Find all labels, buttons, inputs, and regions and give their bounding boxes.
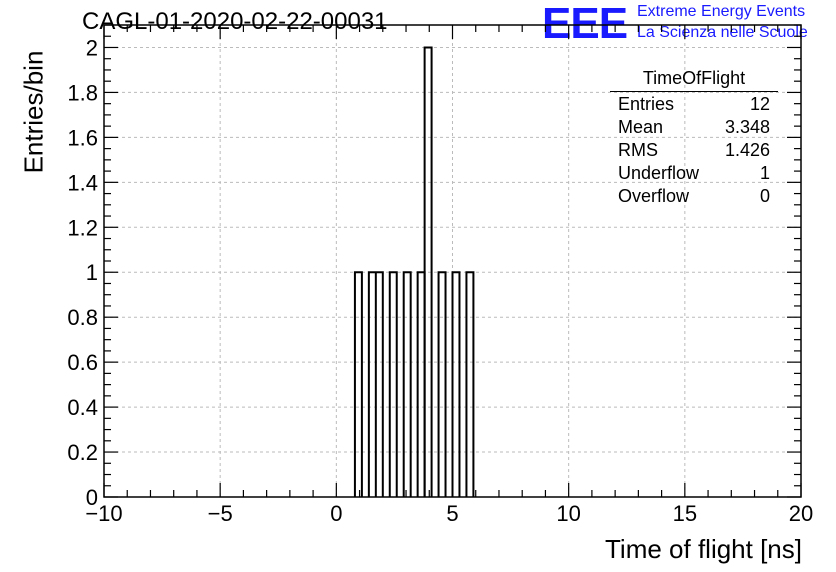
stats-label: Overflow xyxy=(618,186,690,206)
x-tick-label: 0 xyxy=(330,501,342,526)
y-tick-label: 0.2 xyxy=(67,440,98,465)
histogram-bin xyxy=(437,271,447,497)
histogram-bins xyxy=(353,46,475,497)
x-tick-label: −5 xyxy=(208,501,233,526)
stats-row-mean: Mean 3.348 xyxy=(610,116,778,139)
stats-label: RMS xyxy=(618,140,658,160)
y-tick-label: 0.8 xyxy=(67,305,98,330)
stats-row-rms: RMS 1.426 xyxy=(610,139,778,162)
stats-row-underflow: Underflow 1 xyxy=(610,162,778,185)
histogram-bin xyxy=(451,271,461,497)
y-tick-label: 2 xyxy=(86,35,98,60)
stats-label: Mean xyxy=(618,117,664,137)
y-tick-label: 1.6 xyxy=(67,125,98,150)
histogram-bin xyxy=(367,271,384,497)
stats-row-overflow: Overflow 0 xyxy=(610,185,778,208)
x-tick-label: 15 xyxy=(673,501,697,526)
histogram-bin xyxy=(402,271,412,497)
brand-line-2: La Scienza nelle Scuole xyxy=(637,24,808,41)
plot-frame xyxy=(103,24,802,498)
stats-label: Underflow xyxy=(618,163,700,183)
brand-line-1: Extreme Energy Events xyxy=(637,3,806,20)
x-tick-label: −10 xyxy=(85,501,122,526)
stats-value: 12 xyxy=(749,94,770,114)
x-tick-label: 20 xyxy=(789,501,813,526)
y-tick-label: 1.4 xyxy=(67,170,98,195)
histogram-bin xyxy=(388,271,398,497)
stats-label: Entries xyxy=(618,94,675,114)
histogram-bin xyxy=(423,46,433,497)
y-tick-label: 0.6 xyxy=(67,350,98,375)
x-axis-label: Time of flight [ns] xyxy=(605,534,802,564)
y-tick-label: 1.8 xyxy=(67,80,98,105)
y-axis-label: Entries/bin xyxy=(18,50,49,174)
histogram-bin xyxy=(416,271,426,497)
histogram-bin xyxy=(353,271,363,497)
stats-value: 3.348 xyxy=(724,117,770,137)
stats-value: 1.426 xyxy=(724,140,770,160)
x-tick-label: 10 xyxy=(556,501,580,526)
y-tick-label: 0.4 xyxy=(67,395,98,420)
y-tick-label: 0 xyxy=(86,485,98,510)
stats-value: 1 xyxy=(759,163,770,183)
stats-row-entries: Entries 12 xyxy=(610,93,778,116)
y-tick-label: 1 xyxy=(86,260,98,285)
stats-title: TimeOfFlight xyxy=(610,68,778,92)
x-tick-label: 5 xyxy=(446,501,458,526)
eee-logo: EEE xyxy=(542,0,628,48)
histogram-bin xyxy=(465,271,475,497)
stats-value: 0 xyxy=(759,186,770,206)
stats-box: TimeOfFlight Entries 12 Mean 3.348 RMS 1… xyxy=(610,68,778,208)
y-tick-label: 1.2 xyxy=(67,215,98,240)
